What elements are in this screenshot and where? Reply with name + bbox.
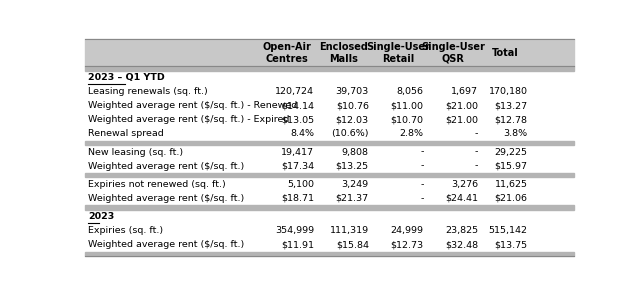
Text: 19,417: 19,417 <box>281 148 314 157</box>
Text: Single-User
Retail: Single-User Retail <box>366 42 430 64</box>
Text: Weighted average rent ($/sq. ft.): Weighted average rent ($/sq. ft.) <box>88 194 244 203</box>
Text: $13.25: $13.25 <box>336 162 369 171</box>
Text: $17.34: $17.34 <box>281 162 314 171</box>
Text: $13.27: $13.27 <box>495 101 527 110</box>
Text: 3,249: 3,249 <box>342 180 369 189</box>
Text: $13.05: $13.05 <box>281 115 314 124</box>
Text: 3.8%: 3.8% <box>504 129 527 138</box>
Text: Total: Total <box>492 48 518 58</box>
Text: -: - <box>475 148 478 157</box>
Text: Expiries not renewed (sq. ft.): Expiries not renewed (sq. ft.) <box>88 180 226 189</box>
Text: 39,703: 39,703 <box>335 87 369 96</box>
Text: $15.84: $15.84 <box>336 240 369 249</box>
Text: -: - <box>420 148 424 157</box>
Text: $12.03: $12.03 <box>336 115 369 124</box>
Text: 354,999: 354,999 <box>275 226 314 235</box>
Text: (10.6%): (10.6%) <box>332 129 369 138</box>
Text: 170,180: 170,180 <box>488 87 527 96</box>
Text: $15.97: $15.97 <box>495 162 527 171</box>
Text: 5,100: 5,100 <box>287 180 314 189</box>
Text: $21.06: $21.06 <box>495 194 527 203</box>
Text: Renewal spread: Renewal spread <box>88 129 164 138</box>
Text: 515,142: 515,142 <box>488 226 527 235</box>
Text: Weighted average rent ($/sq. ft.): Weighted average rent ($/sq. ft.) <box>88 240 244 249</box>
Text: -: - <box>475 129 478 138</box>
Text: 120,724: 120,724 <box>275 87 314 96</box>
Text: $11.00: $11.00 <box>390 101 424 110</box>
Text: Open-Air
Centres: Open-Air Centres <box>263 42 312 64</box>
Text: $12.78: $12.78 <box>495 115 527 124</box>
Text: $32.48: $32.48 <box>445 240 478 249</box>
Text: Enclosed
Malls: Enclosed Malls <box>319 42 368 64</box>
Text: $21.37: $21.37 <box>336 194 369 203</box>
Text: 8.4%: 8.4% <box>290 129 314 138</box>
Text: 29,225: 29,225 <box>495 148 527 157</box>
Bar <box>85 66 573 71</box>
Text: 24,999: 24,999 <box>390 226 424 235</box>
Text: 2023: 2023 <box>88 212 114 221</box>
Text: $10.70: $10.70 <box>390 115 424 124</box>
Text: -: - <box>420 180 424 189</box>
Text: 9,808: 9,808 <box>342 148 369 157</box>
Bar <box>85 141 573 145</box>
Text: 3,276: 3,276 <box>451 180 478 189</box>
Text: 8,056: 8,056 <box>397 87 424 96</box>
Text: $13.75: $13.75 <box>495 240 527 249</box>
Text: 2.8%: 2.8% <box>399 129 424 138</box>
Text: $21.00: $21.00 <box>445 115 478 124</box>
Text: New leasing (sq. ft.): New leasing (sq. ft.) <box>88 148 183 157</box>
Text: $10.76: $10.76 <box>336 101 369 110</box>
Text: Weighted average rent ($/sq. ft.) - Renewed: Weighted average rent ($/sq. ft.) - Rene… <box>88 101 297 110</box>
Text: 2023 – Q1 YTD: 2023 – Q1 YTD <box>88 73 164 82</box>
Text: 11,625: 11,625 <box>495 180 527 189</box>
Text: 23,825: 23,825 <box>445 226 478 235</box>
Text: -: - <box>420 162 424 171</box>
Text: $11.91: $11.91 <box>281 240 314 249</box>
Text: -: - <box>420 194 424 203</box>
Text: Weighted average rent ($/sq. ft.) - Expired: Weighted average rent ($/sq. ft.) - Expi… <box>88 115 289 124</box>
Text: $14.14: $14.14 <box>281 101 314 110</box>
Text: 1,697: 1,697 <box>451 87 478 96</box>
Text: Weighted average rent ($/sq. ft.): Weighted average rent ($/sq. ft.) <box>88 162 244 171</box>
Text: -: - <box>475 162 478 171</box>
Text: 111,319: 111,319 <box>330 226 369 235</box>
Text: Single-User
QSR: Single-User QSR <box>421 42 484 64</box>
Text: $24.41: $24.41 <box>445 194 478 203</box>
Text: Expiries (sq. ft.): Expiries (sq. ft.) <box>88 226 163 235</box>
Text: Leasing renewals (sq. ft.): Leasing renewals (sq. ft.) <box>88 87 207 96</box>
Text: $18.71: $18.71 <box>281 194 314 203</box>
Text: $12.73: $12.73 <box>390 240 424 249</box>
Bar <box>85 173 573 177</box>
Text: $21.00: $21.00 <box>445 101 478 110</box>
Bar <box>85 205 573 210</box>
Bar <box>85 252 573 256</box>
